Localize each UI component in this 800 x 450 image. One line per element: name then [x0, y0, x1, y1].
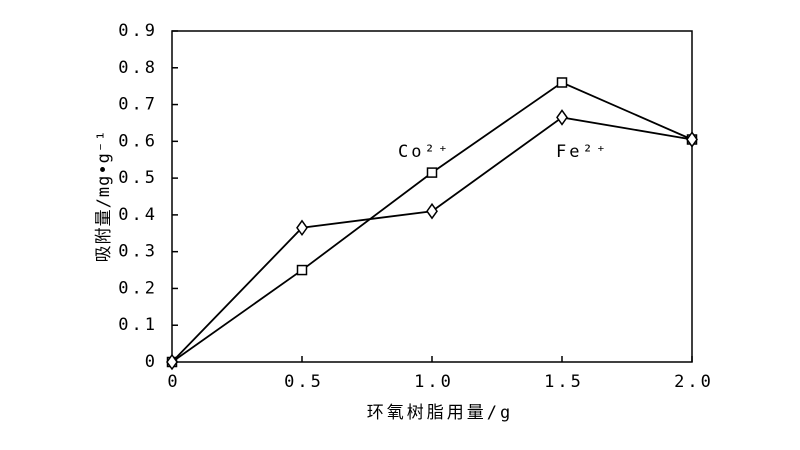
- y-tick-label: 0.8: [118, 58, 158, 78]
- point-marker: [426, 202, 438, 220]
- y-tick-label: 0.5: [118, 168, 158, 188]
- point-marker: [296, 264, 308, 276]
- y-tick-label: 0.4: [118, 205, 158, 225]
- x-tick-label: 0.5: [284, 372, 324, 392]
- point-marker: [556, 109, 568, 126]
- x-tick-label: 1.5: [544, 372, 584, 392]
- x-axis-label: 环氧树脂用量/g: [367, 403, 513, 423]
- y-tick-label: 0.6: [118, 131, 158, 151]
- y-tick-label: 0.9: [118, 21, 158, 41]
- y-tick-label: 0.1: [118, 315, 158, 335]
- series-label: Co²⁺: [398, 142, 451, 162]
- y-tick-label: 0: [145, 352, 158, 372]
- point-marker: [426, 167, 438, 178]
- series-label: Fe²⁺: [556, 142, 609, 162]
- series-line: [171, 81, 693, 363]
- x-tick-label: 1.0: [414, 372, 454, 392]
- plot-frame: [171, 30, 693, 363]
- y-tick-label: 0.7: [118, 95, 158, 115]
- point-marker: [686, 131, 698, 148]
- y-axis-label: 吸附量/mg•g⁻¹: [94, 130, 114, 263]
- x-tick-label: 0: [167, 372, 180, 392]
- point-marker: [556, 77, 568, 88]
- y-tick-label: 0.2: [118, 278, 158, 298]
- y-tick-label: 0.3: [118, 242, 158, 262]
- x-tick-label: 2.0: [674, 372, 714, 392]
- point-marker: [166, 353, 178, 371]
- point-marker: [296, 219, 308, 237]
